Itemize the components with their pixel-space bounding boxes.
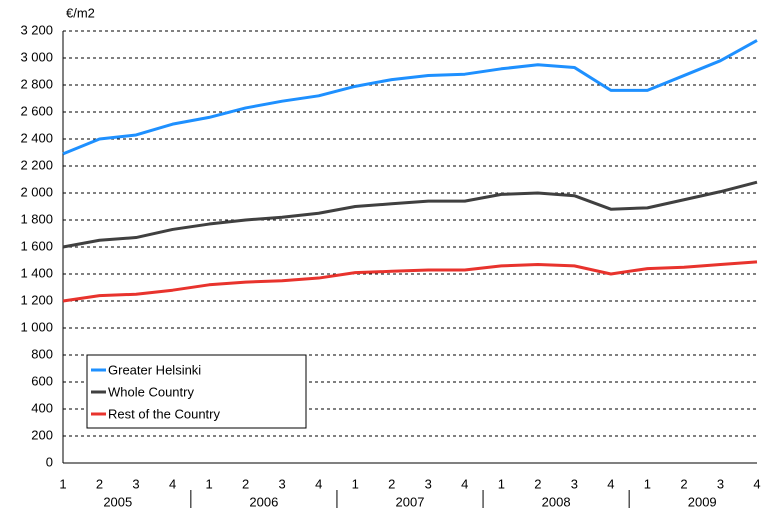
y-tick-label: 2 800 bbox=[20, 76, 53, 91]
y-tick-label: 3 000 bbox=[20, 49, 53, 64]
y-tick-label: 2 400 bbox=[20, 130, 53, 145]
y-tick-label: 600 bbox=[31, 373, 53, 388]
x-tick-label: 1 bbox=[352, 476, 359, 491]
legend-label: Greater Helsinki bbox=[108, 362, 201, 377]
series-line bbox=[62, 260, 758, 303]
x-tick-label: 3 bbox=[571, 476, 578, 491]
x-tick-label: 2 bbox=[680, 476, 687, 491]
x-tick-label: 3 bbox=[425, 476, 432, 491]
legend-label: Whole Country bbox=[108, 384, 194, 399]
x-group-label: 2005 bbox=[103, 494, 132, 509]
x-tick-label: 1 bbox=[205, 476, 212, 491]
y-tick-label: 1 600 bbox=[20, 238, 53, 253]
x-tick-label: 2 bbox=[388, 476, 395, 491]
x-tick-label: 3 bbox=[717, 476, 724, 491]
legend-label: Rest of the Country bbox=[108, 406, 220, 421]
x-group-label: 2006 bbox=[249, 494, 278, 509]
y-tick-label: 400 bbox=[31, 400, 53, 415]
x-tick-label: 2 bbox=[242, 476, 249, 491]
x-tick-label: 3 bbox=[279, 476, 286, 491]
y-tick-label: 3 200 bbox=[20, 22, 53, 37]
y-tick-label: 200 bbox=[31, 427, 53, 442]
x-tick-label: 4 bbox=[607, 476, 614, 491]
y-tick-label: 1 800 bbox=[20, 211, 53, 226]
y-tick-label: 2 200 bbox=[20, 157, 53, 172]
y-tick-label: 1 400 bbox=[20, 265, 53, 280]
y-tick-label: 2 600 bbox=[20, 103, 53, 118]
x-group-label: 2008 bbox=[542, 494, 571, 509]
x-tick-label: 4 bbox=[315, 476, 322, 491]
y-unit: €/m2 bbox=[66, 5, 95, 20]
x-tick-label: 1 bbox=[498, 476, 505, 491]
x-tick-label: 1 bbox=[644, 476, 651, 491]
x-group-label: 2007 bbox=[396, 494, 425, 509]
series-line bbox=[62, 180, 758, 249]
x-tick-label: 2 bbox=[534, 476, 541, 491]
y-tick-label: 0 bbox=[46, 454, 53, 469]
x-tick-label: 2 bbox=[96, 476, 103, 491]
x-tick-label: 4 bbox=[461, 476, 468, 491]
x-tick-label: 4 bbox=[169, 476, 176, 491]
legend-box bbox=[86, 354, 307, 429]
y-tick-label: 800 bbox=[31, 346, 53, 361]
y-tick-label: 1 200 bbox=[20, 292, 53, 307]
x-tick-label: 3 bbox=[132, 476, 139, 491]
y-tick-label: 1 000 bbox=[20, 319, 53, 334]
x-group-label: 2009 bbox=[688, 494, 717, 509]
series-line bbox=[62, 39, 758, 156]
x-tick-label: 1 bbox=[59, 476, 66, 491]
y-tick-label: 2 000 bbox=[20, 184, 53, 199]
x-tick-label: 4 bbox=[753, 476, 760, 491]
